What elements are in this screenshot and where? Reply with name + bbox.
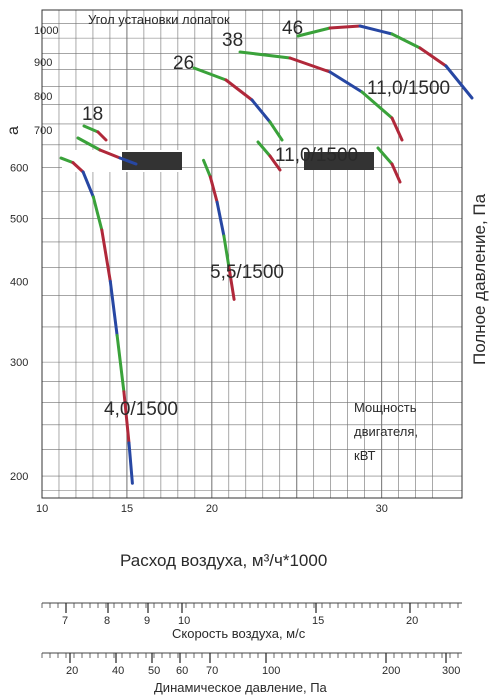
series-4-0-segment	[108, 279, 119, 337]
series-5-5-segment	[208, 175, 219, 204]
y-tick-label-top: 1000	[34, 25, 58, 37]
y-tick-label: 400	[10, 276, 28, 288]
series-5-5-segment	[202, 158, 212, 179]
y-axis-label-stub: а	[5, 126, 22, 135]
scale-tick-label: 9	[144, 615, 150, 627]
blade-curve-46-segment	[358, 24, 394, 36]
scale-tick-label: 7	[62, 615, 68, 627]
blade-angle-26: 26	[173, 53, 194, 74]
series-5-5-segment	[215, 200, 226, 238]
blade-curve-38-segment	[360, 90, 394, 120]
series-4-0-segment	[59, 156, 75, 165]
plot-border	[41, 9, 463, 499]
scale-tick-label: 10	[178, 615, 190, 627]
hatch-mid-segment	[268, 154, 282, 172]
x-tick-label: 30	[376, 503, 388, 515]
scale-tick-label: 8	[104, 615, 110, 627]
blade-curve-26-segment	[224, 78, 254, 102]
curve-label-11-0-top: 11,0/1500	[367, 78, 450, 99]
inset-title: Угол установки лопаток	[88, 12, 230, 27]
blade-curve-18-segment	[82, 124, 100, 134]
blade-angle-18: 18	[82, 104, 103, 125]
y-tick-label-top: 700	[34, 125, 52, 137]
blade-curve-26-segment	[192, 66, 228, 82]
y-tick-label: 200	[10, 471, 28, 483]
scale-tick-label: 200	[382, 665, 400, 677]
x-tick-label: 10	[36, 503, 48, 515]
x-tick-labels: 10 15 20 30	[36, 503, 388, 515]
scale-tick-label: 100	[262, 665, 280, 677]
y-tick-label: 600	[10, 162, 28, 174]
air-speed-scale: 7 8 9 10 15 20	[41, 602, 462, 627]
hatch-right-segment	[390, 162, 402, 184]
blade-curve-26-segment	[250, 98, 272, 124]
motor-power-note-1: Мощность	[354, 400, 417, 415]
series-4-0-segment	[100, 228, 112, 283]
blade-angle-46: 46	[282, 18, 303, 39]
scale-tick-label: 50	[148, 665, 160, 677]
series-5-5-segment	[222, 234, 231, 270]
scale-tick-label: 20	[66, 665, 78, 677]
y-tick-labels: 200 300 400 500 600 700 800 900 1000	[10, 25, 58, 483]
hatch-left-segment	[76, 136, 102, 152]
curve-label-5-5: 5,5/1500	[210, 262, 284, 283]
blade-curve-46-segment	[418, 46, 448, 68]
blade-curve-18-segment	[96, 130, 108, 142]
series-4-0-segment	[71, 161, 85, 174]
blade-curve-38-segment	[288, 56, 332, 74]
scale-tick-label: 70	[206, 665, 218, 677]
inset-dark-block	[122, 152, 182, 170]
curve-label-4-0: 4,0/1500	[104, 399, 178, 420]
hatch-left-segment	[98, 148, 122, 160]
x-axis-label: Расход воздуха, м³/ч*1000	[120, 551, 327, 570]
scale-tick-label: 300	[442, 665, 460, 677]
x-tick-label: 15	[121, 503, 133, 515]
scale-tick-label: 20	[406, 615, 418, 627]
hatch-mid-segment	[256, 140, 272, 158]
series-4-0-segment	[81, 170, 95, 199]
series-5-5-segment	[227, 266, 236, 301]
curves	[59, 24, 474, 485]
series-4-0-segment	[91, 195, 104, 232]
blade-curve-46-segment	[296, 26, 332, 38]
inset-dark-block	[304, 152, 374, 170]
hatch-right-segment	[376, 146, 394, 166]
curve-label-11-0-bottom: 11,0/1500	[275, 145, 358, 166]
blade-curve-46-segment	[444, 64, 474, 100]
dynamic-pressure-label: Динамическое давление, Па	[154, 680, 328, 695]
motor-power-note-3: кВТ	[354, 448, 375, 463]
air-speed-label: Скорость воздуха, м/с	[172, 626, 306, 641]
series-4-0-segment	[122, 390, 131, 445]
y-tick-label: 500	[10, 214, 28, 226]
y-tick-label-top: 800	[34, 91, 52, 103]
blade-curve-26-segment	[268, 120, 284, 142]
blade-curve-46-segment	[390, 32, 422, 50]
plot-frame	[41, 9, 463, 499]
scale-tick-label: 15	[312, 615, 324, 627]
blade-angle-38: 38	[222, 30, 243, 51]
series-4-0-segment	[115, 333, 126, 394]
dynamic-pressure-scale: 20 40 50 60 70 100 200 300	[41, 652, 462, 677]
hatch-left-segment	[118, 156, 138, 166]
scale-tick-label: 60	[176, 665, 188, 677]
scale-tick-label: 40	[112, 665, 124, 677]
blade-curve-46-segment	[328, 24, 362, 30]
blade-curve-38-segment	[328, 70, 364, 94]
blade-curve-38-segment	[390, 116, 404, 142]
y-tick-label-top: 900	[34, 57, 52, 69]
y-axis-label: Полное давление, Па	[470, 193, 489, 365]
x-tick-label: 20	[206, 503, 218, 515]
blade-curve-38-segment	[238, 50, 292, 60]
motor-power-note-2: двигателя,	[354, 424, 418, 439]
y-tick-label: 300	[10, 357, 28, 369]
series-4-0-segment	[127, 441, 134, 485]
